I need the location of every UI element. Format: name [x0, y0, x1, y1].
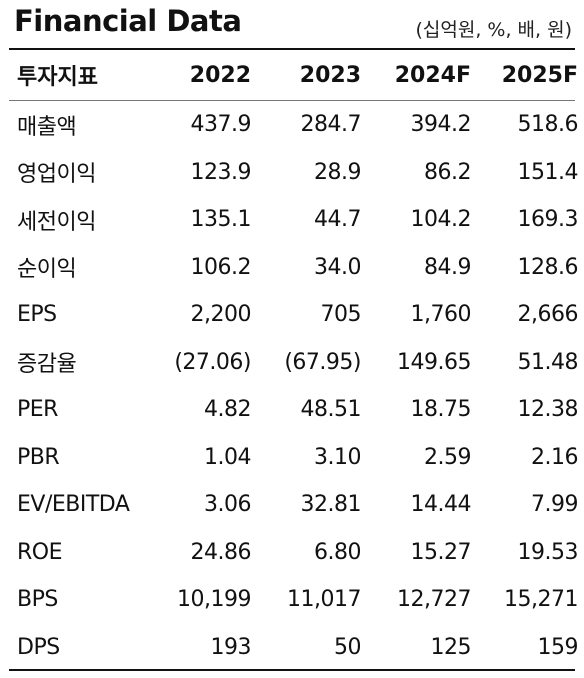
table-cell: 51.48 [517, 349, 579, 375]
table-row: EPS 2,200 705 1,760 2,666 [9, 291, 579, 339]
table-cell: 151.4 [517, 159, 579, 185]
table-cell: 123.9 [190, 159, 252, 185]
table-row: PBR 1.04 3.10 2.59 2.16 [9, 434, 579, 482]
table-cell: 84.9 [424, 254, 471, 280]
table-cell: 7.99 [531, 492, 578, 518]
row-label: EPS [17, 302, 57, 328]
table-header-row: 투자지표 2022 2023 2024F 2025F [9, 50, 579, 100]
unit-note: (십억원, %, 배, 원) [415, 19, 572, 41]
table-cell: 6.80 [314, 539, 361, 565]
table-row: 순이익 106.2 34.0 84.9 128.6 [9, 244, 579, 292]
table-cell: 3.06 [204, 492, 251, 518]
table-row: BPS 10,199 11,017 12,727 15,271 [9, 576, 579, 624]
table-cell: 135.1 [190, 207, 252, 233]
table-cell: 2,666 [517, 302, 579, 328]
table-cell: 10,199 [177, 587, 251, 613]
page-title: Financial Data [14, 4, 242, 38]
row-label: 증감율 [17, 352, 77, 378]
table-cell: 15,271 [504, 587, 578, 613]
table-cell: 518.6 [517, 112, 579, 138]
column-header-2022: 2022 [189, 62, 251, 88]
row-label: ROE [17, 539, 63, 565]
table-cell: 104.2 [410, 207, 472, 233]
column-header-metric: 투자지표 [17, 65, 98, 90]
table-cell: 705 [320, 302, 362, 328]
row-label: 세전이익 [17, 209, 96, 235]
row-label: BPS [17, 587, 58, 613]
table-cell: 2.16 [531, 444, 578, 470]
table-row: 매출액 437.9 284.7 394.2 518.6 [9, 100, 579, 149]
bottom-rule [9, 669, 575, 671]
table-cell: 125 [430, 634, 472, 660]
row-label: DPS [17, 634, 60, 660]
table-cell: 12,727 [397, 587, 471, 613]
table-cell: 14.44 [410, 492, 472, 518]
table-cell: 2,200 [190, 302, 252, 328]
column-header-2024f: 2024F [394, 62, 471, 88]
table-cell: 2.59 [424, 444, 471, 470]
table-cell: (67.95) [284, 349, 361, 375]
table-cell: 394.2 [410, 112, 472, 138]
table-cell: 149.65 [397, 349, 471, 375]
table-row: PER 4.82 48.51 18.75 12.38 [9, 386, 579, 434]
table-cell: 18.75 [410, 397, 472, 423]
table-cell: 32.81 [300, 492, 362, 518]
row-label: PER [17, 397, 58, 423]
table-cell: 4.82 [204, 397, 251, 423]
table-cell: 106.2 [190, 254, 252, 280]
table-cell: 1,760 [410, 302, 472, 328]
table-cell: 44.7 [314, 207, 361, 233]
table-cell: 24.86 [190, 539, 252, 565]
table-row: DPS 193 50 125 159 [9, 624, 579, 672]
header-rule [9, 100, 575, 101]
table-cell: 169.3 [517, 207, 579, 233]
table-cell: 86.2 [424, 159, 471, 185]
table-cell: 3.10 [314, 444, 361, 470]
table-cell: 50 [334, 634, 362, 660]
row-label: 순이익 [17, 257, 77, 283]
table-row: 증감율 (27.06) (67.95) 149.65 51.48 [9, 339, 579, 387]
table-cell: 11,017 [287, 587, 361, 613]
table-cell: 128.6 [517, 254, 579, 280]
column-header-2025f: 2025F [501, 62, 578, 88]
table-cell: 437.9 [190, 112, 252, 138]
table-cell: 48.51 [300, 397, 362, 423]
table-row: 세전이익 135.1 44.7 104.2 169.3 [9, 196, 579, 244]
table-row: 영업이익 123.9 28.9 86.2 151.4 [9, 149, 579, 197]
table-cell: 1.04 [204, 444, 251, 470]
top-rule [9, 48, 575, 50]
financial-table: 투자지표 2022 2023 2024F 2025F 매출액 437.9 284.7… [9, 50, 579, 671]
table-cell: 19.53 [517, 539, 579, 565]
table-row: ROE 24.86 6.80 15.27 19.53 [9, 529, 579, 577]
table-cell: 34.0 [314, 254, 361, 280]
row-label: 매출액 [17, 114, 77, 140]
table-cell: 15.27 [410, 539, 472, 565]
row-label: EV/EBITDA [17, 492, 130, 518]
table-cell: 284.7 [300, 112, 362, 138]
row-label: 영업이익 [17, 162, 96, 188]
table-cell: 12.38 [517, 397, 579, 423]
column-header-2023: 2023 [299, 62, 361, 88]
table-body: 매출액 437.9 284.7 394.2 518.6 영업이익 123.9 28.9 86.2… [9, 100, 579, 671]
table-row: EV/EBITDA 3.06 32.81 14.44 7.99 [9, 481, 579, 529]
table-cell: 28.9 [314, 159, 361, 185]
table-cell: (27.06) [174, 349, 251, 375]
row-label: PBR [17, 444, 60, 470]
table-cell: 159 [537, 634, 579, 660]
table-cell: 193 [210, 634, 252, 660]
